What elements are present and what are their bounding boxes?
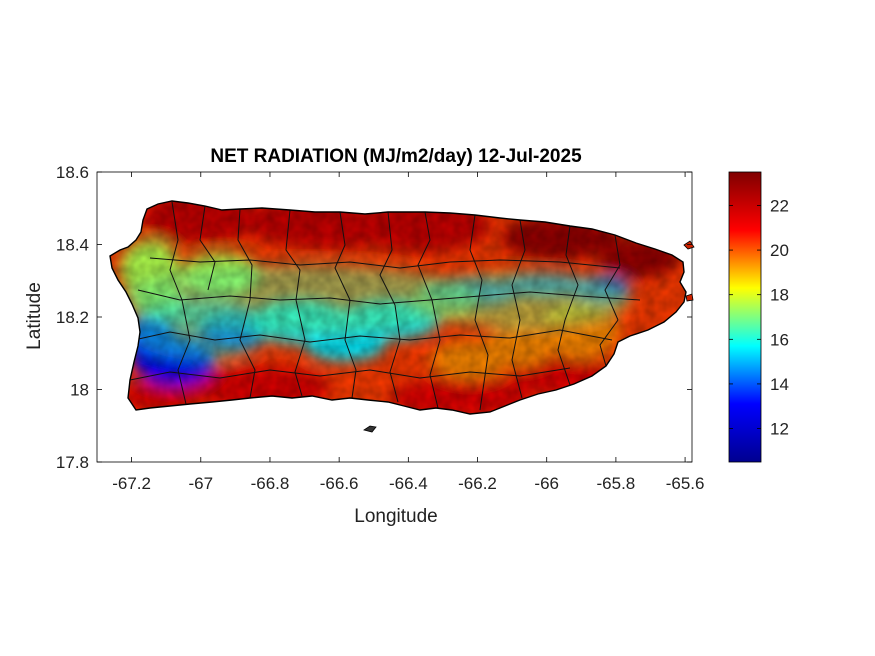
municipality-boundary — [294, 299, 306, 397]
municipality-boundary — [177, 299, 191, 405]
colorbar-tick-label: 22 — [770, 196, 789, 215]
municipality-boundary — [557, 319, 571, 386]
eastern-cays — [683, 240, 695, 302]
municipality-boundary — [285, 209, 301, 301]
municipality-boundary — [133, 329, 613, 343]
municipality-boundary — [129, 367, 571, 381]
municipality-boundary — [199, 205, 216, 291]
municipality-boundary — [511, 284, 523, 399]
x-tick-label: -65.6 — [666, 474, 705, 493]
municipality-boundary — [149, 257, 621, 269]
municipality-boundary — [389, 304, 401, 403]
island-coastline — [109, 200, 687, 415]
colorbar-tick-label: 20 — [770, 241, 789, 260]
colorbar-tick-label: 14 — [770, 375, 789, 394]
x-tick-label: -66.6 — [320, 474, 359, 493]
y-axis: 17.8 18 18.2 18.4 18.6 — [56, 163, 692, 472]
radiation-field — [110, 201, 686, 414]
municipality-boundary — [169, 201, 183, 301]
municipality-boundary — [417, 211, 433, 301]
y-tick-label: 18.6 — [56, 163, 89, 182]
y-tick-label: 18.2 — [56, 308, 89, 327]
x-axis-label: Longitude — [354, 506, 437, 527]
y-tick-label: 17.8 — [56, 453, 89, 472]
municipality-boundary — [237, 208, 253, 301]
y-tick-label: 18 — [70, 381, 89, 400]
municipality-boundary — [564, 225, 579, 321]
y-axis-label: Latitude — [24, 282, 45, 350]
x-tick-label: -66.4 — [389, 474, 428, 493]
municipality-boundary — [344, 299, 357, 399]
x-tick-label: -65.8 — [597, 474, 636, 493]
municipality-boundary — [474, 279, 489, 411]
municipality-boundary — [599, 319, 619, 367]
x-tick-label: -67 — [188, 474, 213, 493]
municipality-boundary — [379, 211, 396, 306]
x-tick-label: -67.2 — [112, 474, 151, 493]
municipality-boundary — [334, 211, 351, 301]
municipality-boundary — [469, 214, 483, 281]
colorbar-tick-label: 18 — [770, 286, 789, 305]
municipality-boundary — [604, 234, 621, 321]
colorbar-tick-label: 16 — [770, 330, 789, 349]
municipality-boundary — [511, 219, 526, 286]
colorbar-tick-label: 12 — [770, 420, 789, 439]
x-axis: -67.2 -67 -66.8 -66.6 -66.4 -66.2 -66 -65.8 -65.… — [112, 172, 704, 493]
colorbar-ticks: 12 14 16 18 20 22 — [729, 196, 789, 439]
chart-title: NET RADIATION (MJ/m2/day) 12-Jul-2025 — [210, 146, 582, 167]
municipality-boundary — [239, 299, 256, 399]
colorbar — [728, 171, 762, 463]
x-tick-label: -66 — [534, 474, 559, 493]
y-tick-label: 18.4 — [56, 236, 89, 255]
municipality-boundary — [429, 299, 441, 409]
x-tick-label: -66.8 — [251, 474, 290, 493]
caja-de-muertos-islet — [363, 425, 377, 433]
municipality-boundary — [137, 289, 641, 305]
x-tick-label: -66.2 — [458, 474, 497, 493]
municipality-boundaries — [129, 201, 641, 411]
